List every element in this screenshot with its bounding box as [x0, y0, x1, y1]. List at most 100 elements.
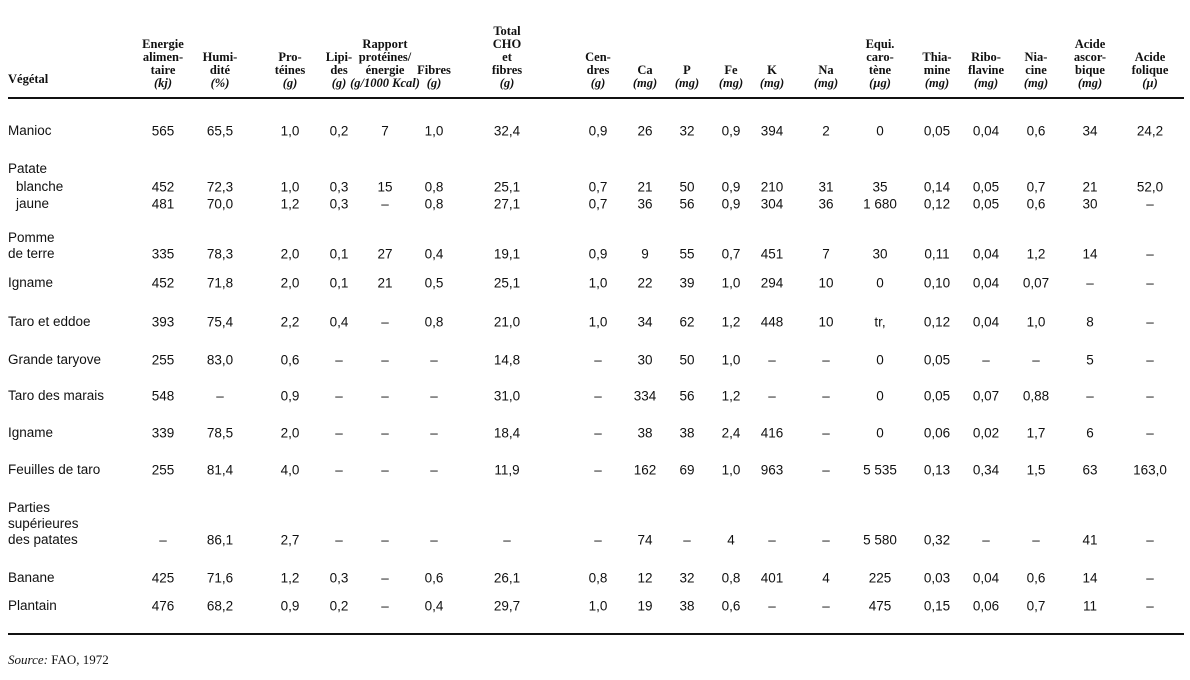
row-label: Taro des marais: [8, 388, 105, 403]
header-line: K: [767, 63, 777, 77]
table-cell: 481: [151, 196, 175, 212]
table-cell: 210: [760, 179, 784, 195]
table-cell: 0,06: [972, 598, 1000, 614]
table-cell: 0,3: [329, 570, 349, 586]
header-unit: (g): [331, 76, 347, 90]
table-cell: 2,0: [280, 246, 300, 262]
table-cell: –: [430, 425, 438, 441]
table-cell: 74: [637, 532, 653, 548]
table-cell: 10: [818, 314, 834, 330]
table-cell: –: [381, 570, 389, 586]
table-cell: 9: [641, 246, 649, 262]
header-unit: (g): [499, 76, 515, 90]
table-cell: 0,6: [1026, 123, 1046, 139]
header-line: Pro-: [278, 50, 302, 64]
table-cell: 5 535: [863, 462, 897, 478]
header-unit: (g): [426, 76, 442, 90]
table-cell: –: [594, 388, 602, 404]
table-cell: 7: [381, 123, 389, 139]
header-unit: (mg): [718, 76, 744, 90]
header-line: et: [502, 50, 512, 64]
table-cell: 27: [377, 246, 393, 262]
table-cell: 1,2: [1026, 246, 1046, 262]
table-cell: 0,11: [924, 246, 950, 262]
table-cell: –: [381, 532, 389, 548]
table-cell: 21,0: [493, 314, 521, 330]
table-cell: 0: [876, 425, 884, 441]
table-cell: 335: [151, 246, 175, 262]
table-cell: 81,4: [206, 462, 234, 478]
table-cell: 21: [1082, 179, 1098, 195]
row-label: Igname: [8, 275, 54, 290]
row-label: Feuilles de taro: [8, 462, 101, 477]
table-cell: –: [594, 462, 602, 478]
table-cell: 18,4: [493, 425, 521, 441]
header-line: mine: [923, 63, 951, 77]
table-cell: –: [381, 314, 389, 330]
table-cell: 36: [637, 196, 653, 212]
table-cell: 32: [679, 123, 695, 139]
row-label: Igname: [8, 425, 54, 440]
table-cell: 55: [679, 246, 695, 262]
table-cell: 0,8: [424, 179, 444, 195]
table-cell: 38: [637, 425, 653, 441]
table-cell: –: [1146, 275, 1154, 291]
table-cell: 75,4: [206, 314, 234, 330]
header-line: dité: [209, 63, 231, 77]
row-label: Pomme: [8, 230, 55, 245]
table-cell: 6: [1086, 425, 1094, 441]
table-cell: 0,7: [1026, 179, 1046, 195]
table-cell: 35: [872, 179, 888, 195]
table-cell: –: [1032, 532, 1040, 548]
table-cell: 565: [151, 123, 175, 139]
table-cell: 0,04: [972, 275, 1000, 291]
table-cell: 34: [637, 314, 653, 330]
header-rule: [8, 97, 1184, 99]
table-cell: 34: [1082, 123, 1098, 139]
row-label: Parties: [8, 500, 51, 515]
table-cell: 0,14: [923, 179, 951, 195]
table-cell: 21: [377, 275, 393, 291]
table-cell: 30: [1082, 196, 1098, 212]
table-cell: 0,9: [588, 246, 608, 262]
table-cell: 27,1: [493, 196, 521, 212]
table-cell: 0,02: [972, 425, 1000, 441]
table-cell: 32,4: [493, 123, 521, 139]
table-cell: 0,03: [923, 570, 951, 586]
header-line: Nia-: [1024, 50, 1048, 64]
table-cell: –: [430, 532, 438, 548]
table-cell: 0,05: [972, 196, 1000, 212]
table-cell: 0,6: [721, 598, 741, 614]
table-cell: 452: [151, 179, 175, 195]
table-cell: –: [683, 532, 691, 548]
table-cell: –: [1146, 532, 1154, 548]
table-cell: 0,32: [923, 532, 951, 548]
table-cell: –: [822, 425, 830, 441]
table-cell: 26: [637, 123, 653, 139]
table-cell: 0,8: [721, 570, 741, 586]
bottom-rule: [8, 633, 1184, 635]
table-cell: 1,2: [280, 196, 300, 212]
row-label: Grande taryove: [8, 352, 102, 367]
table-cell: 2,4: [721, 425, 741, 441]
table-cell: 41: [1082, 532, 1098, 548]
header-line: Humi-: [202, 50, 238, 64]
table-cell: 22: [637, 275, 653, 291]
header-line: Ribo-: [971, 50, 1001, 64]
table-cell: 0,6: [280, 352, 300, 368]
table-cell: 0,05: [972, 179, 1000, 195]
table-cell: 50: [679, 179, 695, 195]
column-header: Equi. caro-tène (µg): [844, 38, 916, 90]
table-cell: 0,05: [923, 388, 951, 404]
table-cell: 14: [1082, 246, 1098, 262]
table-cell: 0,07: [972, 388, 1000, 404]
row-label: jaune: [16, 196, 50, 211]
header-line: P: [683, 63, 691, 77]
table-cell: 0,3: [329, 196, 349, 212]
table-cell: –: [1086, 275, 1094, 291]
table-cell: –: [335, 425, 343, 441]
table-cell: 1,2: [721, 388, 741, 404]
table-cell: 12: [637, 570, 653, 586]
header-line: dres: [586, 63, 610, 77]
table-cell: 0,07: [1022, 275, 1050, 291]
